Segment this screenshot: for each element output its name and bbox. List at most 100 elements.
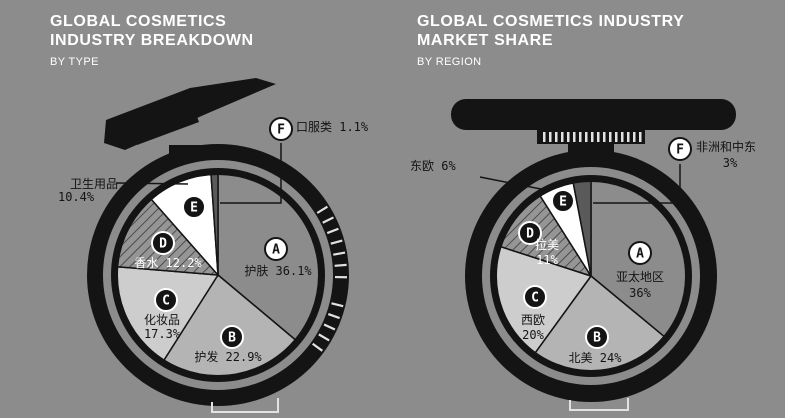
left-chart-title-line2: INDUSTRY BREAKDOWN	[50, 32, 254, 49]
right-pie-badge-f-letter: F	[676, 143, 684, 158]
left-compact-stripe	[334, 263, 347, 267]
right-compact-hinge-stripes	[543, 132, 642, 142]
right-pie-slice-e-leader-line	[479, 176, 547, 191]
right-chart-subtitle: BY REGION	[417, 56, 482, 68]
right-compact-hinge-stripe	[639, 132, 642, 142]
right-pie-slice-a-label: 亚太地区	[616, 269, 664, 284]
right-pie-badge-b-circle	[585, 325, 609, 349]
left-pie-badge-e-circle	[182, 195, 206, 219]
left-pie-badge-d-letter: D	[159, 237, 167, 252]
left-pie-badge-e-letter: E	[190, 201, 198, 216]
left-pie-slice-c-value: 17.3%	[144, 327, 181, 341]
right-pie-badge-e-letter: E	[559, 195, 567, 210]
right-pie-slice-a-value: 36%	[629, 286, 651, 300]
right-chart-title-line1: GLOBAL COSMETICS INDUSTRY	[417, 13, 685, 30]
right-compact-hinge-stripe	[609, 132, 612, 142]
right-pie-badge-e-circle	[551, 189, 575, 213]
right-pie-badge-a-circle	[628, 241, 652, 265]
right-pie-badge-a: A	[628, 241, 652, 265]
left-pie-badge-a-circle	[264, 237, 288, 261]
right-pie-slice-f-label: 非洲和中东	[696, 139, 756, 154]
right-pie-badge-c: C	[523, 285, 547, 309]
right-pie-badge-b: B	[585, 325, 609, 349]
right-compact-hinge-stripe	[597, 132, 600, 142]
left-pie-slice-e-label: 卫生用品	[70, 177, 118, 191]
right-compact-hinge-stripe	[627, 132, 630, 142]
right-compact-lid	[451, 99, 736, 130]
right-compact-base-bracket	[569, 398, 629, 411]
left-pie-slice-e-value: 10.4%	[58, 190, 95, 204]
right-pie-slice-c-value: 20%	[522, 328, 544, 342]
left-compact-stripe	[318, 333, 330, 342]
right-pie-slice-e-label-value: 东欧 6%	[410, 159, 456, 173]
right-pie-badge-d-circle	[518, 221, 542, 245]
left-pie-badge-f: F	[269, 117, 293, 141]
right-compact-hinge-stripe	[561, 132, 564, 142]
right-compact-hinge-stripe	[555, 132, 558, 142]
left-pie-slice-c-label: 化妆品	[144, 313, 180, 327]
left-pie-slice-f-leader-line	[220, 143, 282, 204]
right-compact-hinge-stripe	[543, 132, 546, 142]
right-pie-outline	[495, 180, 687, 372]
right-compact-hinge-stripe	[615, 132, 618, 142]
right-compact-hinge-stripe	[603, 132, 606, 142]
right-compact-hinge-stripe	[579, 132, 582, 142]
left-pie-badge-d: D	[151, 231, 175, 255]
left-pie-badge-c-circle	[154, 288, 178, 312]
left-compact-hinge-bar	[134, 114, 199, 145]
left-compact-stripe	[331, 302, 344, 308]
right-compact-hinge-stripe	[633, 132, 636, 142]
right-chart-title-line2: MARKET SHARE	[417, 32, 554, 49]
right-compact-hinge-stripe	[567, 132, 570, 142]
left-compact-stripe	[330, 239, 343, 245]
right-pie-slice-b-label-value: 北美 24%	[569, 351, 623, 365]
right-pie-slice-d-value: 11%	[536, 253, 558, 267]
left-pie-outline	[116, 173, 320, 377]
right-pie-badge-b-letter: B	[593, 331, 601, 346]
right-pie-badge-d: D	[518, 221, 542, 245]
left-pie-slice-d-label-value: 香水 12.2%	[134, 256, 202, 270]
right-pie-badge-c-circle	[523, 285, 547, 309]
left-chart-subtitle: BY TYPE	[50, 56, 99, 68]
left-pie-badge-b-letter: B	[228, 331, 236, 346]
left-pie-badge-b: B	[220, 325, 244, 349]
left-compact-stripe	[327, 313, 340, 320]
right-pie-badge-f-circle	[668, 137, 692, 161]
left-pie-badge-f-letter: F	[277, 123, 285, 138]
right-pie-slice-c-label: 西欧	[521, 313, 545, 327]
left-compact-stripe	[322, 216, 334, 224]
right-compact-hinge-stripe	[591, 132, 594, 142]
left-compact-lid	[104, 78, 276, 150]
right-pie-slice-f-leader-line	[593, 164, 681, 204]
right-compact-hinge-stripe	[549, 132, 552, 142]
left-pie-badge-c: C	[154, 288, 178, 312]
left-pie-badge-a-letter: A	[272, 243, 280, 258]
right-compact-hinge-stripe	[621, 132, 624, 142]
right-pie-slice-f-value: 3%	[723, 156, 738, 170]
left-compact-stripe	[333, 251, 346, 256]
left-compact-stripe	[323, 323, 336, 331]
left-compact-stripe	[326, 227, 339, 235]
left-pie-slice-b-label-value: 护发 22.9%	[194, 349, 262, 364]
right-compact-hinge-stripe	[585, 132, 588, 142]
left-pie-badge-a: A	[264, 237, 288, 261]
right-pie-badge-d-letter: D	[526, 227, 534, 242]
left-pie-slice-a-label-value: 护肤 36.1%	[244, 263, 312, 278]
left-pie-slice-e-leader-line	[115, 182, 189, 185]
left-compact-tick-stripes	[312, 205, 347, 352]
right-pie-badge-e: E	[551, 189, 575, 213]
left-pie-badge-f-circle	[269, 117, 293, 141]
right-compact-hinge-stripe	[573, 132, 576, 142]
right-pie-slice-d-label: 拉美	[535, 237, 559, 252]
right-pie-badge-a-letter: A	[636, 247, 644, 262]
left-pie-badge-c-letter: C	[162, 294, 170, 309]
right-pie-badge-c-letter: C	[531, 291, 539, 306]
left-pie-slice-f-label-value: 口服类 1.1%	[296, 120, 369, 134]
left-compact-stripe	[312, 342, 324, 352]
left-pie-badge-d-circle	[151, 231, 175, 255]
left-pie-badge-b-circle	[220, 325, 244, 349]
